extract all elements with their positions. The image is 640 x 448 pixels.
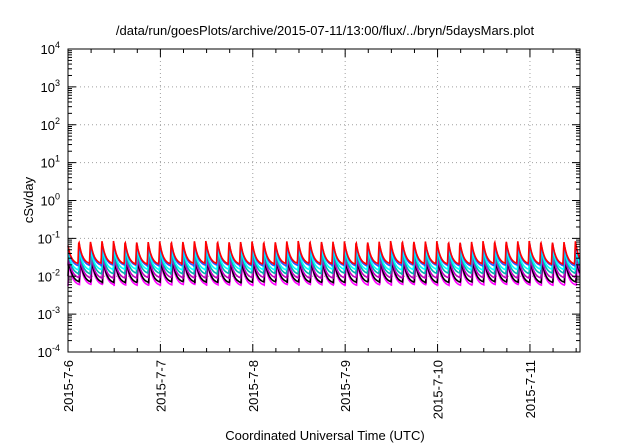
y-tick-label: 102 <box>41 116 60 133</box>
y-axis: 104 103 102 101 100 10-1 10-2 10-3 10-4 <box>38 40 580 360</box>
x-tick-label: 2015-7-7 <box>153 360 168 412</box>
y-tick-label: 10-1 <box>38 229 60 246</box>
grid <box>68 49 580 352</box>
x-tick-label: 2015-7-6 <box>61 360 76 412</box>
y-tick-label: 10-2 <box>38 267 60 284</box>
x-axis: 2015-7-6 2015-7-7 2015-7-8 2015-7-9 2015-7-1… <box>61 49 577 419</box>
series-line <box>67 256 581 280</box>
x-tick-label: 2015-7-9 <box>338 360 353 412</box>
y-tick-label: 10-4 <box>38 343 60 360</box>
series-line <box>67 239 581 266</box>
y-tick-label: 10-3 <box>38 305 60 322</box>
x-tick-label: 2015-7-8 <box>246 360 261 412</box>
y-axis-label: cSv/day <box>21 176 36 223</box>
series-lines <box>67 239 581 287</box>
x-axis-label: Coordinated Universal Time (UTC) <box>225 428 424 443</box>
y-tick-label: 101 <box>41 154 60 171</box>
y-tick-label: 103 <box>41 78 60 95</box>
y-tick-label: 100 <box>41 192 60 209</box>
series-line <box>67 250 581 276</box>
x-tick-label: 2015-7-11 <box>523 360 538 418</box>
y-tick-label: 104 <box>41 40 60 57</box>
x-tick-label: 2015-7-10 <box>431 360 446 419</box>
chart-title: /data/run/goesPlots/archive/2015-07-11/1… <box>116 23 535 38</box>
